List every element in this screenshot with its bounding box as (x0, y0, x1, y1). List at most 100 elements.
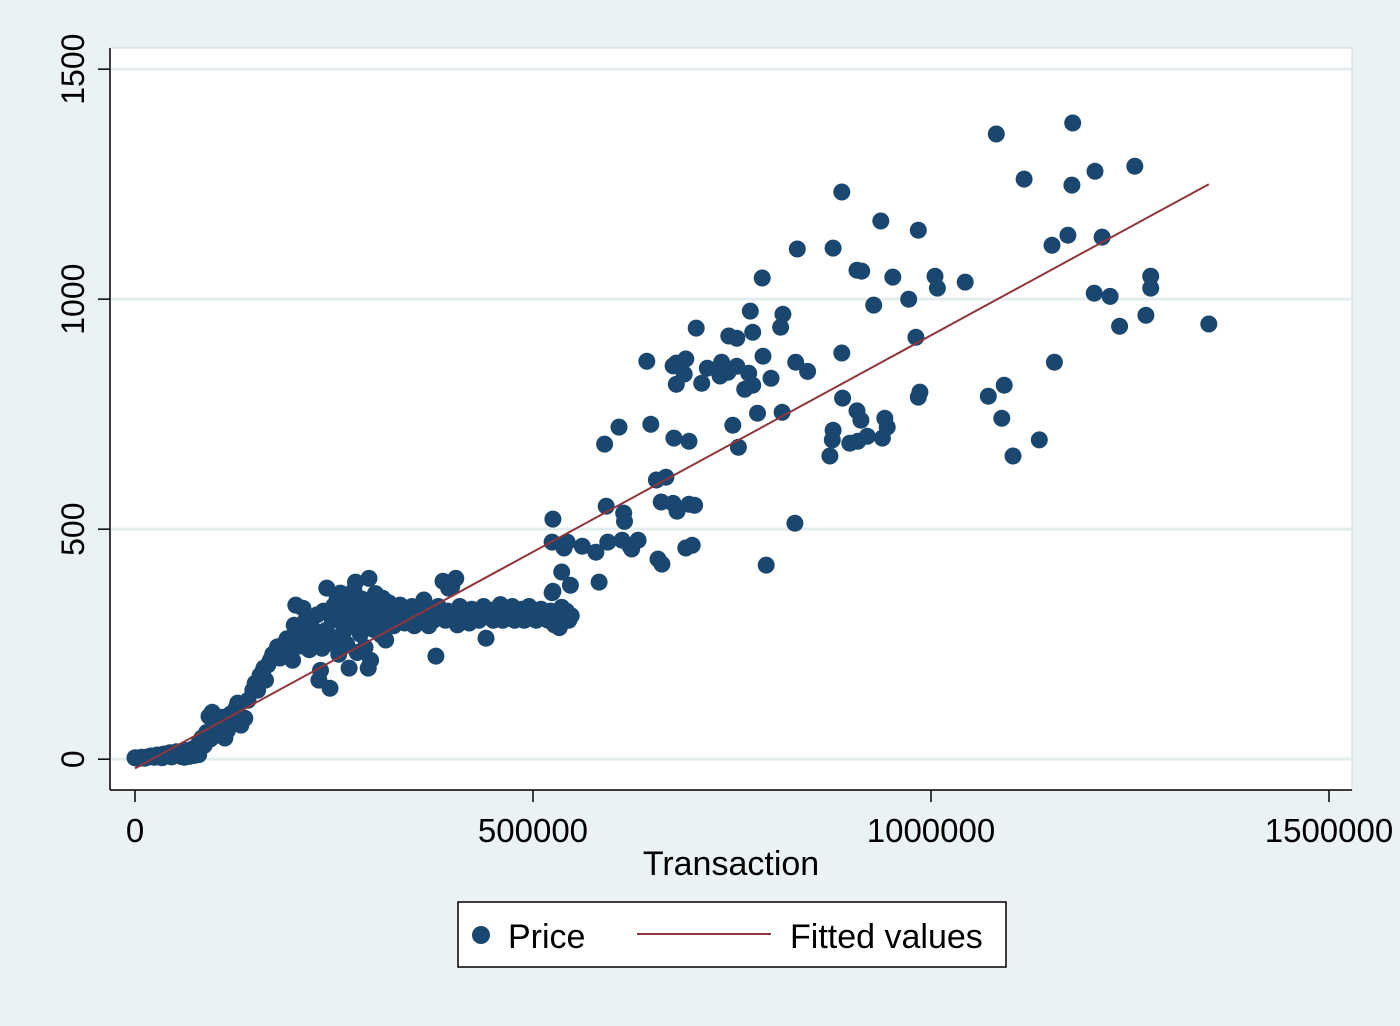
price-point (799, 362, 817, 380)
price-point (1064, 114, 1082, 132)
price-point (928, 279, 946, 297)
y-tick-label: 0 (55, 750, 91, 768)
price-point (1030, 431, 1048, 449)
price-point (744, 376, 762, 394)
price-point (642, 415, 660, 433)
price-point (544, 510, 562, 528)
x-tick-label: 0 (126, 812, 144, 849)
price-point (587, 543, 605, 561)
price-point (979, 387, 997, 405)
price-point (852, 411, 870, 429)
price-point (360, 569, 378, 587)
price-point (562, 607, 580, 625)
y-tick-label: 1500 (55, 34, 91, 105)
price-point (683, 536, 701, 554)
price-point (1063, 176, 1081, 194)
price-point (788, 240, 806, 258)
price-point (728, 329, 746, 347)
price-point (757, 556, 775, 574)
price-point (878, 418, 896, 436)
price-point (824, 421, 842, 439)
price-point (987, 125, 1005, 143)
price-point (599, 533, 617, 551)
price-point (427, 647, 445, 665)
price-point (351, 625, 369, 643)
price-point (993, 409, 1011, 427)
legend-price-label: Price (508, 918, 585, 956)
price-point (698, 359, 716, 377)
price-point (858, 427, 876, 445)
price-point (900, 290, 918, 308)
x-axis-title: Transaction (643, 845, 819, 883)
price-point (909, 221, 927, 239)
price-point (774, 305, 792, 323)
price-point (1059, 226, 1077, 244)
price-point (1142, 267, 1160, 285)
price-point (1085, 284, 1103, 302)
price-point (347, 573, 364, 591)
price-point (1111, 317, 1129, 335)
price-point (477, 629, 495, 647)
price-point (653, 555, 671, 573)
price-point (321, 679, 339, 697)
price-point (686, 496, 704, 514)
price-point (573, 537, 591, 555)
price-point (284, 651, 302, 669)
price-point (786, 514, 804, 532)
price-point (772, 318, 790, 336)
price-point (1200, 315, 1218, 333)
price-point (638, 352, 656, 370)
price-point (558, 533, 576, 551)
price-point (729, 438, 747, 456)
legend-fitted-label: Fitted values (790, 918, 983, 956)
price-point (753, 269, 771, 287)
price-point (833, 183, 851, 201)
x-tick-label: 500000 (478, 812, 588, 849)
price-point (724, 416, 742, 434)
price-point (340, 659, 358, 677)
price-point (629, 531, 647, 549)
price-point (257, 671, 274, 689)
price-point (590, 573, 608, 591)
price-point (687, 319, 705, 337)
price-point (665, 429, 683, 447)
price-point (236, 709, 254, 727)
price-point (911, 383, 929, 401)
y-tick-label: 1000 (55, 264, 91, 335)
price-point (362, 651, 380, 669)
price-point (773, 403, 791, 421)
price-point (356, 638, 374, 656)
price-point (680, 432, 698, 450)
price-point (675, 365, 693, 383)
price-point (610, 418, 628, 436)
y-tick-label: 500 (55, 502, 91, 555)
price-point (1101, 287, 1119, 305)
legend-price-marker (472, 926, 490, 944)
price-point (447, 569, 465, 587)
x-tick-label: 1000000 (867, 812, 995, 849)
price-point (824, 239, 842, 257)
price-point (956, 273, 974, 291)
price-point (762, 369, 780, 387)
price-point (853, 262, 871, 280)
price-point (995, 376, 1013, 394)
price-point (865, 296, 883, 314)
price-point (872, 212, 890, 230)
price-points (126, 114, 1218, 768)
price-point (596, 435, 614, 453)
fitted-values-layer (134, 183, 1210, 770)
price-point (1126, 157, 1144, 175)
price-point (833, 344, 851, 362)
price-point (749, 404, 766, 422)
price-point (561, 576, 579, 594)
price-point (1045, 353, 1063, 371)
legend: Price Fitted values (457, 901, 1007, 968)
price-point (544, 582, 562, 600)
y-axis-ticks: 0 500 1000 1500 (55, 34, 110, 768)
price-point (616, 512, 633, 530)
price-point (741, 302, 759, 320)
price-point (787, 353, 805, 371)
price-point (1093, 228, 1111, 246)
fitted-values-line (134, 183, 1210, 770)
price-point (821, 447, 839, 465)
